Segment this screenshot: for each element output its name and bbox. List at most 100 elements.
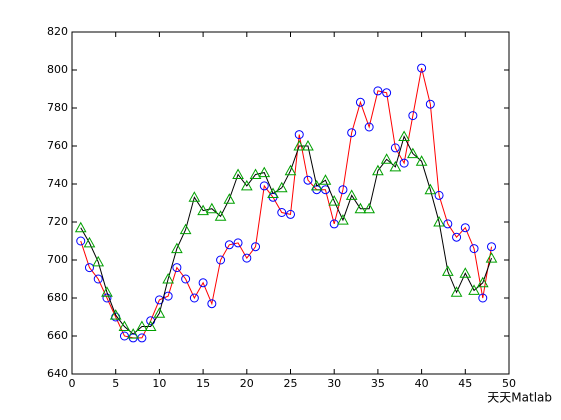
marker: [258, 166, 271, 178]
marker: [162, 272, 174, 284]
marker: [251, 242, 261, 252]
marker: [118, 320, 131, 331]
marker: [207, 299, 217, 309]
y-tick-label: 780: [47, 101, 68, 114]
marker: [259, 181, 269, 191]
marker: [390, 143, 400, 153]
marker: [408, 111, 418, 121]
y-tick-label: 800: [47, 63, 68, 76]
marker: [399, 158, 409, 168]
watermark: 天天Matlab: [487, 391, 552, 405]
marker: [240, 179, 253, 191]
marker: [224, 240, 234, 250]
marker: [328, 195, 341, 206]
marker: [354, 202, 367, 214]
marker: [119, 331, 129, 341]
y-tick-label: 640: [47, 367, 68, 380]
marker: [154, 295, 164, 305]
x-tick-label: 10: [152, 377, 166, 390]
marker: [277, 208, 287, 217]
marker: [459, 267, 472, 278]
marker: [469, 244, 479, 254]
marker: [205, 202, 218, 214]
marker: [364, 122, 374, 132]
marker: [286, 209, 295, 219]
marker: [380, 153, 393, 164]
y-tick-label: 760: [47, 139, 68, 152]
marker: [179, 223, 192, 235]
marker: [347, 128, 357, 138]
marker: [319, 174, 332, 185]
marker: [197, 204, 209, 216]
marker: [242, 253, 252, 263]
marker: [372, 164, 384, 176]
marker: [478, 293, 488, 303]
marker: [460, 223, 470, 233]
y-tick-label: 700: [47, 253, 68, 266]
marker: [425, 99, 435, 109]
marker: [181, 274, 191, 284]
marker: [188, 191, 201, 202]
marker: [468, 284, 480, 295]
y-tick-label: 720: [47, 215, 68, 228]
marker: [249, 168, 262, 179]
marker: [198, 278, 208, 288]
marker: [476, 276, 489, 288]
x-tick-label: 50: [502, 377, 516, 390]
marker: [294, 130, 304, 140]
marker: [267, 187, 279, 198]
y-tick-label: 680: [47, 291, 68, 304]
marker: [214, 210, 227, 221]
marker: [485, 252, 498, 263]
marker: [109, 309, 122, 320]
marker: [127, 328, 140, 339]
marker: [172, 263, 182, 273]
marker: [232, 168, 244, 179]
marker: [84, 263, 94, 273]
marker: [452, 232, 462, 242]
marker: [233, 238, 243, 248]
x-tick-label: 15: [196, 377, 210, 390]
marker: [275, 181, 288, 193]
marker: [83, 236, 96, 248]
x-tick-label: 35: [371, 377, 385, 390]
marker: [189, 293, 199, 303]
y-tick-label: 820: [47, 25, 68, 38]
plot-frame: [71, 31, 510, 375]
x-tick-label: 20: [240, 377, 254, 390]
marker: [363, 202, 376, 214]
x-tick-label: 40: [415, 377, 429, 390]
x-tick-label: 30: [327, 377, 341, 390]
x-tick-label: 25: [284, 377, 298, 390]
marker: [450, 286, 463, 297]
marker: [144, 320, 157, 331]
marker: [76, 236, 86, 246]
marker: [92, 255, 105, 267]
marker: [417, 63, 427, 73]
x-tick-label: 0: [69, 377, 76, 390]
marker: [434, 190, 444, 200]
marker: [389, 160, 402, 172]
marker: [284, 164, 297, 176]
marker: [310, 179, 323, 191]
x-tick-label: 45: [458, 377, 472, 390]
marker: [407, 147, 419, 159]
marker: [345, 189, 358, 200]
marker: [382, 88, 392, 98]
marker: [443, 219, 453, 229]
marker: [415, 155, 428, 166]
y-tick-label: 660: [47, 329, 68, 342]
y-tick-label: 740: [47, 177, 68, 190]
marker: [337, 214, 349, 225]
marker: [171, 242, 183, 254]
marker: [223, 193, 236, 204]
marker: [338, 185, 348, 195]
series-line: [80, 135, 492, 335]
x-tick-label: 5: [112, 377, 119, 390]
marker: [101, 286, 113, 297]
marker: [433, 215, 445, 227]
marker: [441, 265, 454, 276]
marker: [303, 175, 313, 185]
marker: [293, 139, 306, 151]
